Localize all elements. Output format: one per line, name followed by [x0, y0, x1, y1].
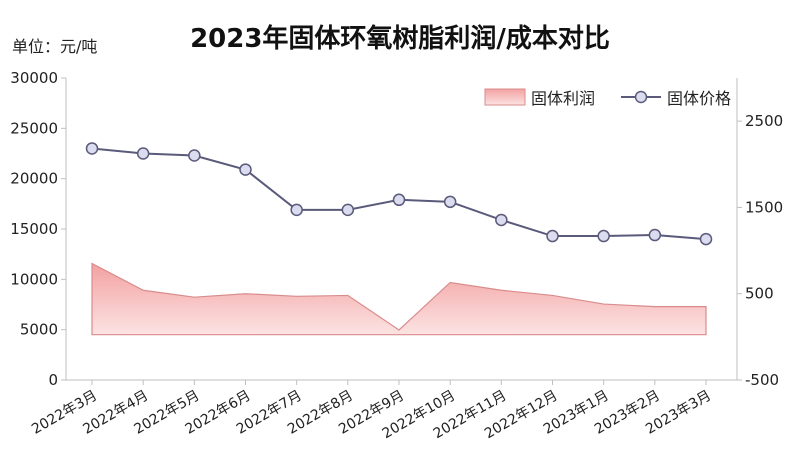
left-tick-label: 30000 [10, 69, 58, 87]
legend: 固体利润 固体价格 [484, 88, 731, 108]
right-tick-label: 2500 [745, 112, 783, 130]
x-axis-ticks: 2022年3月2022年4月2022年5月2022年6月2022年7月2022年… [29, 380, 714, 442]
price-point [290, 203, 303, 217]
left-tick-label: 20000 [10, 170, 58, 188]
price-point [546, 229, 559, 243]
left-tick-label: 25000 [10, 119, 58, 137]
price-point [392, 193, 406, 207]
price-point [85, 142, 99, 155]
profit-area [91, 262, 707, 336]
left-tick-label: 15000 [10, 220, 58, 238]
price-point [443, 195, 457, 209]
right-tick-label: 500 [745, 285, 774, 303]
left-axis-ticks: 0 5000 10000 15000 20000 25000 30000 [10, 69, 66, 389]
right-tick-label: -500 [745, 371, 779, 389]
left-tick-label: 0 [48, 371, 58, 389]
profit-area-layer [91, 262, 707, 336]
chart-title: 2023年固体环氧树脂利润/成本对比 [190, 23, 610, 54]
unit-label: 单位：元/吨 [12, 37, 97, 56]
legend-marker-price [634, 90, 648, 104]
legend-swatch-profit [484, 88, 526, 106]
price-point [341, 203, 355, 217]
right-tick-label: 1500 [745, 198, 783, 216]
left-tick-label: 10000 [10, 270, 58, 288]
legend-label-profit: 固体利润 [531, 89, 595, 108]
left-tick-label: 5000 [20, 321, 58, 339]
price-point [699, 232, 713, 246]
price-line-layer [85, 142, 713, 246]
price-point [495, 213, 508, 227]
price-point [136, 147, 150, 160]
legend-label-price: 固体价格 [667, 89, 731, 108]
price-point [648, 228, 662, 242]
price-point [239, 163, 252, 176]
price-point [188, 149, 201, 162]
price-point [597, 229, 610, 243]
right-axis-ticks: -500 500 1500 2500 [737, 112, 783, 389]
